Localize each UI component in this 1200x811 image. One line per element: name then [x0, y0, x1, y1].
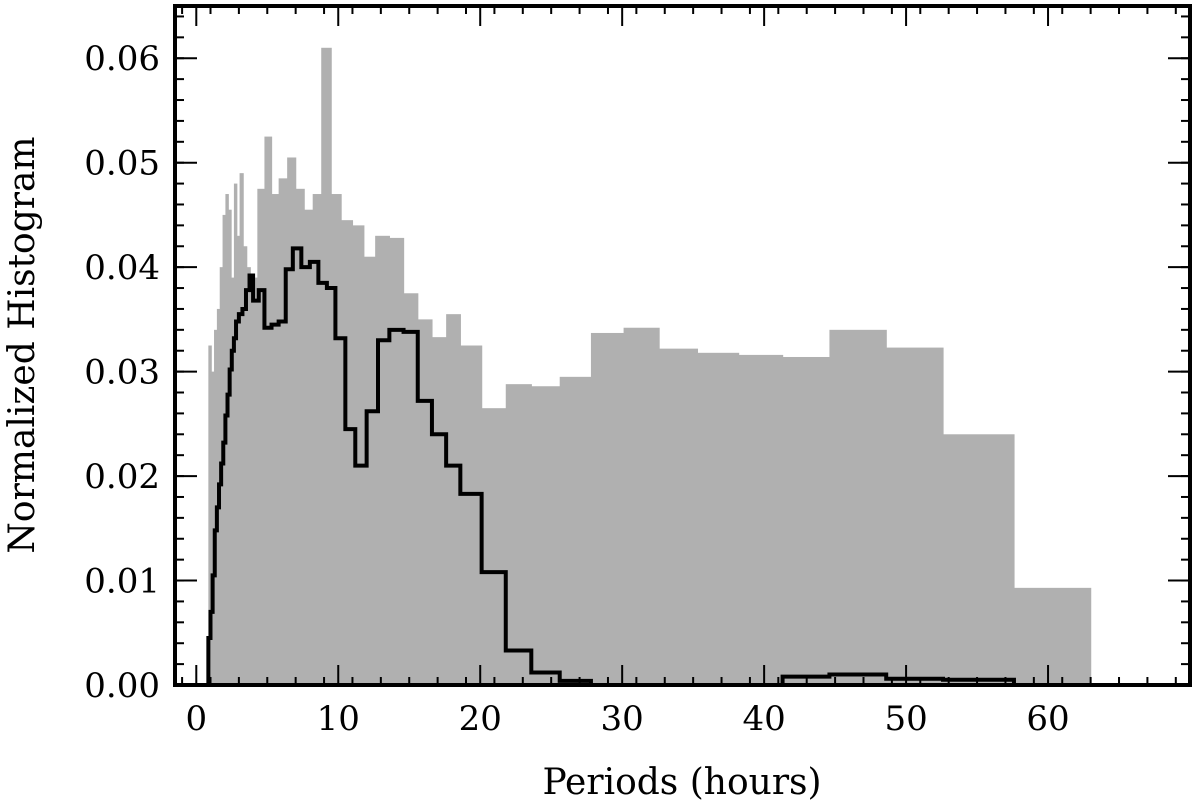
histogram-bar-32 — [431, 337, 447, 685]
histogram-bar-0 — [208, 345, 212, 685]
x-tick-label: 40 — [742, 699, 785, 739]
histogram-bar-23 — [321, 47, 332, 685]
x-axis-title: Periods (hours) — [542, 762, 821, 803]
histogram-bar-15 — [257, 188, 266, 685]
x-tick-label: 10 — [317, 699, 360, 739]
histogram-bar-47 — [942, 434, 1015, 685]
histogram-bar-31 — [417, 319, 433, 685]
histogram-bar-17 — [271, 194, 280, 685]
histogram-bar-16 — [264, 136, 273, 685]
histogram-bar-42 — [697, 352, 740, 685]
histogram-bar-48 — [1013, 587, 1092, 685]
x-tick-label: 0 — [185, 699, 207, 739]
histogram-bar-27 — [363, 256, 376, 685]
y-tick-label: 0.01 — [84, 562, 160, 602]
histogram-bar-20 — [295, 188, 305, 685]
histogram-bar-8 — [231, 277, 235, 685]
histogram-bar-33 — [446, 314, 461, 685]
histogram-bar-18 — [278, 178, 288, 686]
y-tick-label: 0.02 — [84, 457, 160, 497]
histogram-bar-43 — [738, 354, 784, 685]
histogram-bar-24 — [331, 194, 342, 685]
histogram-bar-10 — [236, 235, 241, 685]
x-tick-label: 60 — [1026, 699, 1069, 739]
x-tick-label: 30 — [601, 699, 644, 739]
histogram-bar-19 — [287, 157, 297, 686]
histogram-bar-30 — [403, 293, 419, 685]
y-tick-label: 0.00 — [84, 666, 160, 706]
histogram-bar-46 — [886, 347, 944, 685]
x-tick-label: 50 — [884, 699, 927, 739]
y-tick-label: 0.05 — [84, 144, 160, 184]
histogram-bar-21 — [304, 209, 314, 685]
histogram-bar-29 — [389, 237, 405, 685]
histogram-bar-1 — [211, 371, 215, 685]
x-tick-labels: 0 10 20 30 40 50 60 — [185, 699, 1069, 739]
histogram-bar-9 — [233, 183, 238, 685]
histogram-bar-40 — [623, 327, 660, 685]
histogram-bar-37 — [531, 386, 561, 685]
histogram-bar-39 — [590, 332, 625, 685]
histogram-bar-13 — [246, 267, 251, 685]
step-outline-series — [206, 246, 1016, 687]
histogram-bar-38 — [559, 376, 592, 685]
histogram-bar-45 — [829, 329, 887, 685]
plot-frame — [173, 4, 1192, 687]
histogram-bar-22 — [312, 194, 322, 685]
histogram-bar-11 — [239, 173, 244, 685]
histogram-bar-34 — [460, 345, 483, 685]
y-tick-label: 0.04 — [84, 248, 160, 288]
histogram-bar-26 — [352, 225, 365, 685]
histogram-bar-41 — [659, 348, 699, 685]
histogram-bar-25 — [341, 220, 354, 685]
x-tick-label: 20 — [459, 699, 502, 739]
histogram-bar-14 — [250, 277, 258, 685]
y-tick-label: 0.03 — [84, 353, 160, 393]
histogram-bar-35 — [481, 408, 507, 685]
histogram-bar-36 — [505, 384, 532, 685]
filled-histogram-series — [208, 47, 1092, 686]
y-tick-labels: 0.00 0.01 0.02 0.03 0.04 0.05 0.06 — [84, 39, 160, 706]
histogram-bar-7 — [228, 209, 232, 685]
y-tick-label: 0.06 — [84, 39, 160, 79]
histogram-bar-12 — [243, 246, 248, 685]
histogram-bar-44 — [782, 356, 831, 685]
y-axis-title: Normalized Histogram — [2, 136, 43, 553]
histogram-bar-28 — [375, 235, 390, 685]
